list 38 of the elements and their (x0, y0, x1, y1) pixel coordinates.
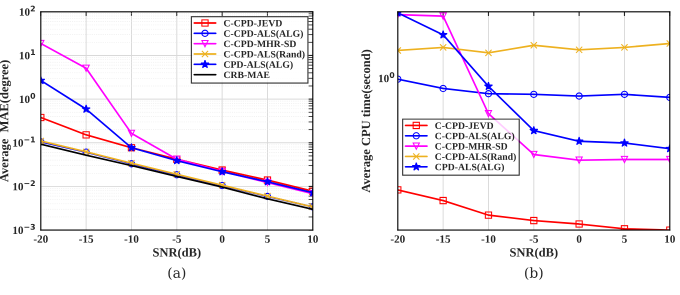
y-axis-title: Average CPU time(second) (361, 50, 373, 193)
y-tick-label: 10$^{0}$ (20, 92, 36, 104)
y-tick-label: 10$^{−2}$ (13, 180, 35, 190)
y-tick-label: 10$^{2}$ (20, 6, 35, 16)
y-axis-title: Average MAE(degree) (0, 60, 11, 182)
x-axis-title: SNR(dB) (153, 248, 201, 260)
y-tick-label: 10$^{−3}$ (13, 224, 35, 234)
x-tick-label: -10 (124, 235, 138, 243)
x-tick-label: 10 (665, 235, 675, 243)
x-tick-label: -10 (481, 235, 496, 243)
legend-label: C-CPD-JEVD (435, 122, 494, 129)
x-tick-label: -5 (172, 235, 182, 243)
y-tick-label: 10$^{1}$ (20, 49, 36, 60)
x-tick-label: -15 (436, 235, 450, 243)
text: (a) (168, 267, 186, 280)
text: (b) (525, 267, 543, 280)
legend-label: CPD-ALS(ALG) (435, 163, 504, 172)
x-tick-label: 5 (622, 235, 627, 243)
legend-label: CRB-MAE (224, 72, 270, 78)
legend-label: C-CPD-ALS(ALG) (435, 132, 514, 142)
legend-label: C-CPD-ALS(ALG) (224, 30, 303, 39)
text: 10$^{0}$ (378, 72, 394, 82)
legend-label: C-CPD-ALS(Rand) (435, 153, 516, 162)
x-tick-label: -15 (79, 235, 94, 243)
x-tick-label: -20 (390, 235, 405, 243)
x-tick-label: 5 (265, 235, 270, 243)
legend-label: C-CPD-JEVD (224, 20, 282, 27)
legend-label: C-CPD-MHR-SD (224, 40, 296, 48)
legend-label: C-CPD-ALS(Rand) (224, 50, 305, 60)
x-tick-label: 0 (576, 235, 582, 243)
legend-label: CPD-ALS(ALG) (224, 60, 293, 70)
x-axis-title: SNR(dB) (510, 248, 558, 260)
x-tick-label: 0 (220, 235, 224, 243)
y-tick-label: 10$^{−1}$ (13, 136, 35, 147)
x-tick-label: -5 (530, 235, 538, 243)
legend-label: C-CPD-MHR-SD (435, 143, 508, 150)
x-tick-label: -20 (34, 235, 48, 243)
x-tick-label: 10 (308, 235, 318, 243)
